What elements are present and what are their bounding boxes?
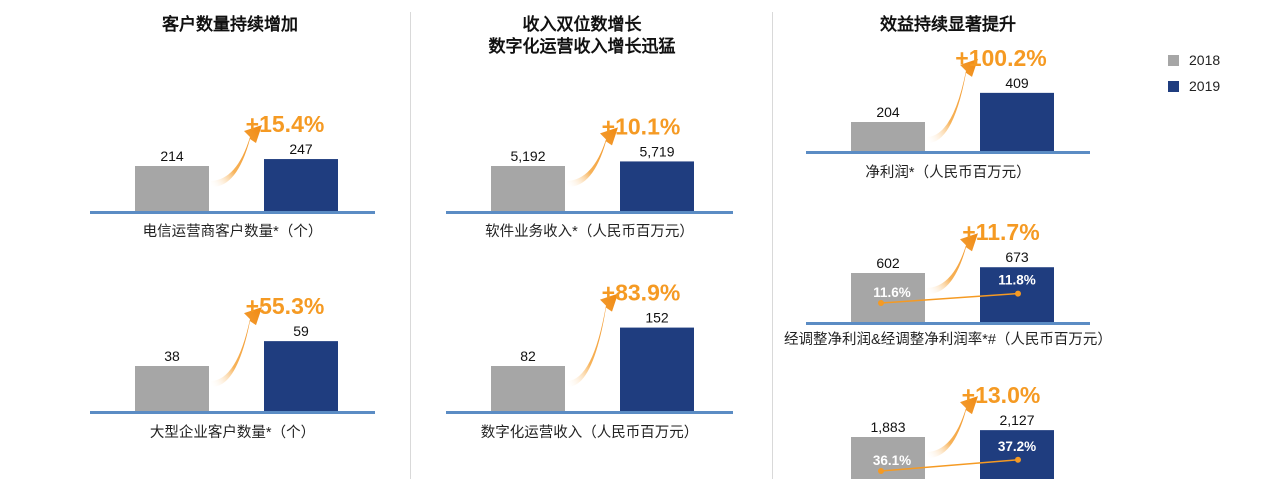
- bar-2018: [491, 366, 565, 411]
- bar-2018: [851, 437, 925, 479]
- bar-2019: [620, 327, 694, 411]
- growth-label: +100.2%: [955, 45, 1046, 71]
- chart-caption: 软件业务收入*（人民币百万元）: [485, 223, 694, 240]
- column-title-line: 效益持续显著提升: [880, 15, 1016, 34]
- legend-label: 2019: [1189, 78, 1221, 94]
- data-label: 38: [164, 348, 180, 364]
- growth-label: +55.3%: [246, 293, 325, 319]
- margin-point: [878, 468, 884, 474]
- data-label: 5,192: [510, 148, 545, 164]
- bar-2018: [851, 122, 925, 151]
- data-label: 673: [1005, 249, 1029, 265]
- chart-caption: 电信运营商客户数量*（个）: [143, 223, 323, 240]
- margin-point: [1015, 290, 1021, 297]
- chart-baseline: [90, 411, 375, 414]
- bar-2018: [135, 366, 209, 411]
- legend: 2018 2019: [1168, 52, 1220, 94]
- data-label: 602: [876, 255, 900, 271]
- data-label: 409: [1005, 75, 1029, 91]
- bar-2019: [264, 341, 338, 411]
- data-label: 5,719: [639, 143, 674, 159]
- data-label: 152: [645, 310, 669, 326]
- chart-caption: 净利润*（人民币百万元）: [865, 164, 1030, 181]
- data-label: 1,883: [870, 419, 905, 435]
- chart-caption: 大型企业客户数量*（个）: [150, 423, 315, 441]
- growth-label: +10.1%: [602, 113, 681, 139]
- bar-2019: [264, 159, 338, 211]
- data-label: 59: [293, 323, 309, 339]
- bar-2018: [491, 166, 565, 211]
- column-title-customers: 客户数量持续增加: [80, 14, 380, 36]
- column-title-line: 客户数量持续增加: [162, 15, 298, 34]
- bar-2019: [980, 92, 1054, 151]
- column-divider: [772, 12, 773, 479]
- data-label: 82: [520, 348, 536, 364]
- growth-label: +83.9%: [602, 280, 681, 306]
- bar-2018: [135, 166, 209, 211]
- growth-arrow-icon: [567, 293, 618, 388]
- margin-label: 11.8%: [998, 273, 1036, 288]
- margin-label: 36.1%: [873, 453, 911, 468]
- margin-point: [878, 300, 884, 306]
- growth-arrow-icon: [211, 307, 262, 388]
- legend-item-2018: 2018: [1168, 52, 1220, 68]
- growth-arrow-icon: [927, 233, 978, 295]
- growth-label: +11.7%: [962, 219, 1039, 245]
- bar-2019: [980, 430, 1054, 479]
- margin-line: [880, 292, 1019, 304]
- data-label: 2,127: [999, 412, 1034, 428]
- margin-label: 11.6%: [873, 285, 911, 300]
- legend-item-2019: 2019: [1168, 78, 1220, 94]
- chart-caption: 数字化运营收入（人民币百万元）: [481, 424, 699, 441]
- growth-arrow-icon: [567, 127, 618, 188]
- chart-baseline: [446, 411, 733, 414]
- column-title-revenue: 收入双位数增长 数字化运营收入增长迅猛: [432, 14, 732, 58]
- legend-swatch: [1168, 81, 1179, 92]
- data-label: 247: [289, 141, 313, 157]
- column-title-line: 收入双位数增长: [522, 15, 642, 34]
- column-title-profit: 效益持续显著提升: [798, 14, 1098, 36]
- data-label: 214: [160, 148, 184, 164]
- growth-label: +15.4%: [246, 111, 325, 137]
- margin-point: [1015, 456, 1021, 463]
- column-divider: [410, 12, 411, 479]
- legend-label: 2018: [1189, 52, 1221, 68]
- growth-arrow-icon: [927, 396, 978, 459]
- chart-caption: 经调整净利润&经调整净利润率*#（人民币百万元）: [784, 331, 1112, 348]
- bar-2018: [851, 273, 925, 322]
- chart-baseline: [90, 211, 375, 214]
- margin-line: [880, 459, 1019, 472]
- data-label: 204: [876, 104, 900, 120]
- column-title-line: 数字化运营收入增长迅猛: [488, 37, 676, 56]
- margin-label: 37.2%: [998, 439, 1036, 454]
- chart-baseline: [446, 211, 733, 214]
- chart-baseline: [806, 322, 1090, 325]
- growth-arrow-icon: [211, 125, 262, 188]
- growth-arrow-icon: [927, 58, 978, 144]
- chart-baseline: [806, 151, 1090, 154]
- bar-2019: [620, 161, 694, 211]
- legend-swatch: [1168, 55, 1179, 66]
- growth-label: +13.0%: [962, 382, 1041, 408]
